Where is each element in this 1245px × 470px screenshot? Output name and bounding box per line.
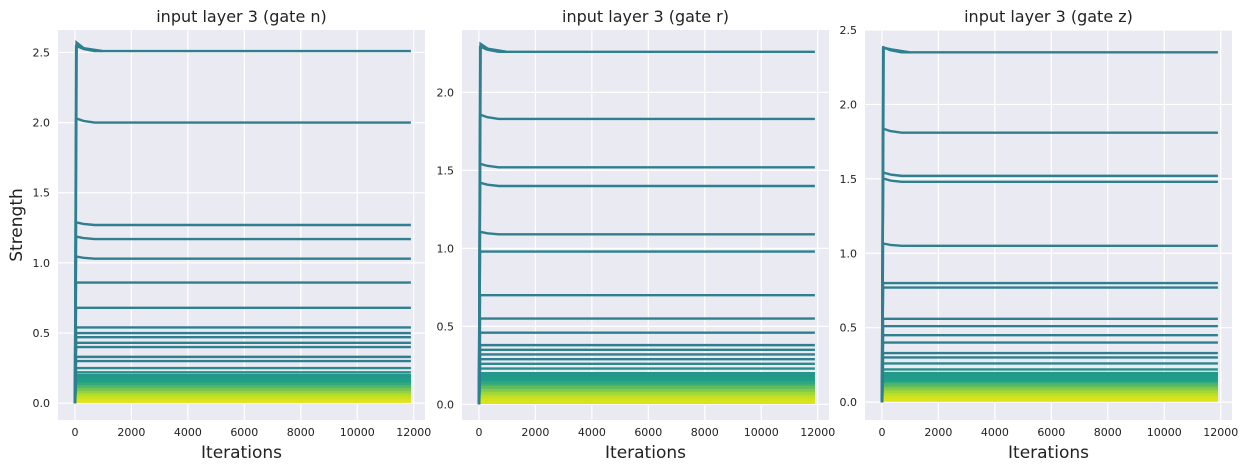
chart-title: input layer 3 (gate n): [156, 7, 327, 26]
x-axis-label: Iterations: [1008, 443, 1089, 463]
x-tick-label: 10000: [1147, 426, 1182, 439]
y-tick-label: 2.0: [437, 86, 455, 99]
y-tick-label: 2.5: [33, 46, 51, 59]
x-tick-label: 2000: [521, 426, 549, 439]
x-tick-label: 0: [878, 426, 885, 439]
y-tick-label: 1.0: [437, 242, 455, 255]
x-tick-label: 12000: [1203, 426, 1238, 439]
x-tick-label: 8000: [287, 426, 315, 439]
y-tick-label: 0.0: [33, 397, 51, 410]
y-tick-label: 1.5: [437, 164, 455, 177]
series-lines: [880, 45, 1218, 403]
x-tick-label: 6000: [634, 426, 662, 439]
x-tick-label: 4000: [981, 426, 1009, 439]
y-tick-label: 1.0: [840, 247, 858, 260]
x-tick-label: 8000: [691, 426, 719, 439]
x-tick-label: 12000: [800, 426, 835, 439]
series-lines: [477, 41, 815, 405]
y-tick-label: 0.0: [840, 396, 858, 409]
chart-panel-2: 0 2000 4000 6000 8000 10000 12000 0.0 0.5 1.0 1.5 2…: [840, 7, 1239, 463]
plot-area: [865, 30, 1232, 420]
x-tick-label: 4000: [578, 426, 606, 439]
x-tick-label: 8000: [1094, 426, 1122, 439]
x-tick-label: 12000: [396, 426, 431, 439]
y-tick-label: 0.5: [33, 327, 51, 340]
x-tick-label: 2000: [924, 426, 952, 439]
x-tick-label: 10000: [744, 426, 779, 439]
y-tick-label: 2.0: [33, 117, 51, 130]
x-tick-label: 4000: [174, 426, 202, 439]
x-axis-label: Iterations: [201, 443, 282, 463]
chart-title: input layer 3 (gate z): [964, 7, 1133, 26]
y-tick-label: 1.5: [33, 187, 51, 200]
chart-title: input layer 3 (gate r): [562, 7, 729, 26]
y-axis-label: Strength: [7, 188, 27, 262]
plot-area: [462, 30, 829, 420]
x-tick-label: 6000: [230, 426, 258, 439]
x-tick-label: 0: [71, 426, 78, 439]
y-tick-label: 1.5: [840, 173, 858, 186]
x-tick-label: 10000: [340, 426, 375, 439]
chart-panel-0: 0 2000 4000 6000 8000 10000 12000 0.0 0.5 1.0 1.5 2…: [7, 7, 431, 463]
x-tick-label: 0: [475, 426, 482, 439]
x-axis-label: Iterations: [605, 443, 686, 463]
series-line-top: [73, 39, 103, 404]
y-tick-label: 2.5: [840, 24, 858, 37]
y-tick-label: 0.0: [437, 398, 455, 411]
y-tick-label: 0.5: [437, 320, 455, 333]
y-tick-label: 1.0: [33, 257, 51, 270]
series-line-top: [477, 41, 507, 405]
y-tick-label: 0.5: [840, 322, 858, 335]
x-tick-label: 6000: [1037, 426, 1065, 439]
chart-panel-1: 0 2000 4000 6000 8000 10000 12000 0.0 0.5 1.0 1.5 2…: [437, 7, 836, 463]
series-line-top: [880, 46, 910, 403]
y-tick-label: 2.0: [840, 98, 858, 111]
series-lines: [73, 39, 411, 404]
x-tick-label: 2000: [117, 426, 145, 439]
